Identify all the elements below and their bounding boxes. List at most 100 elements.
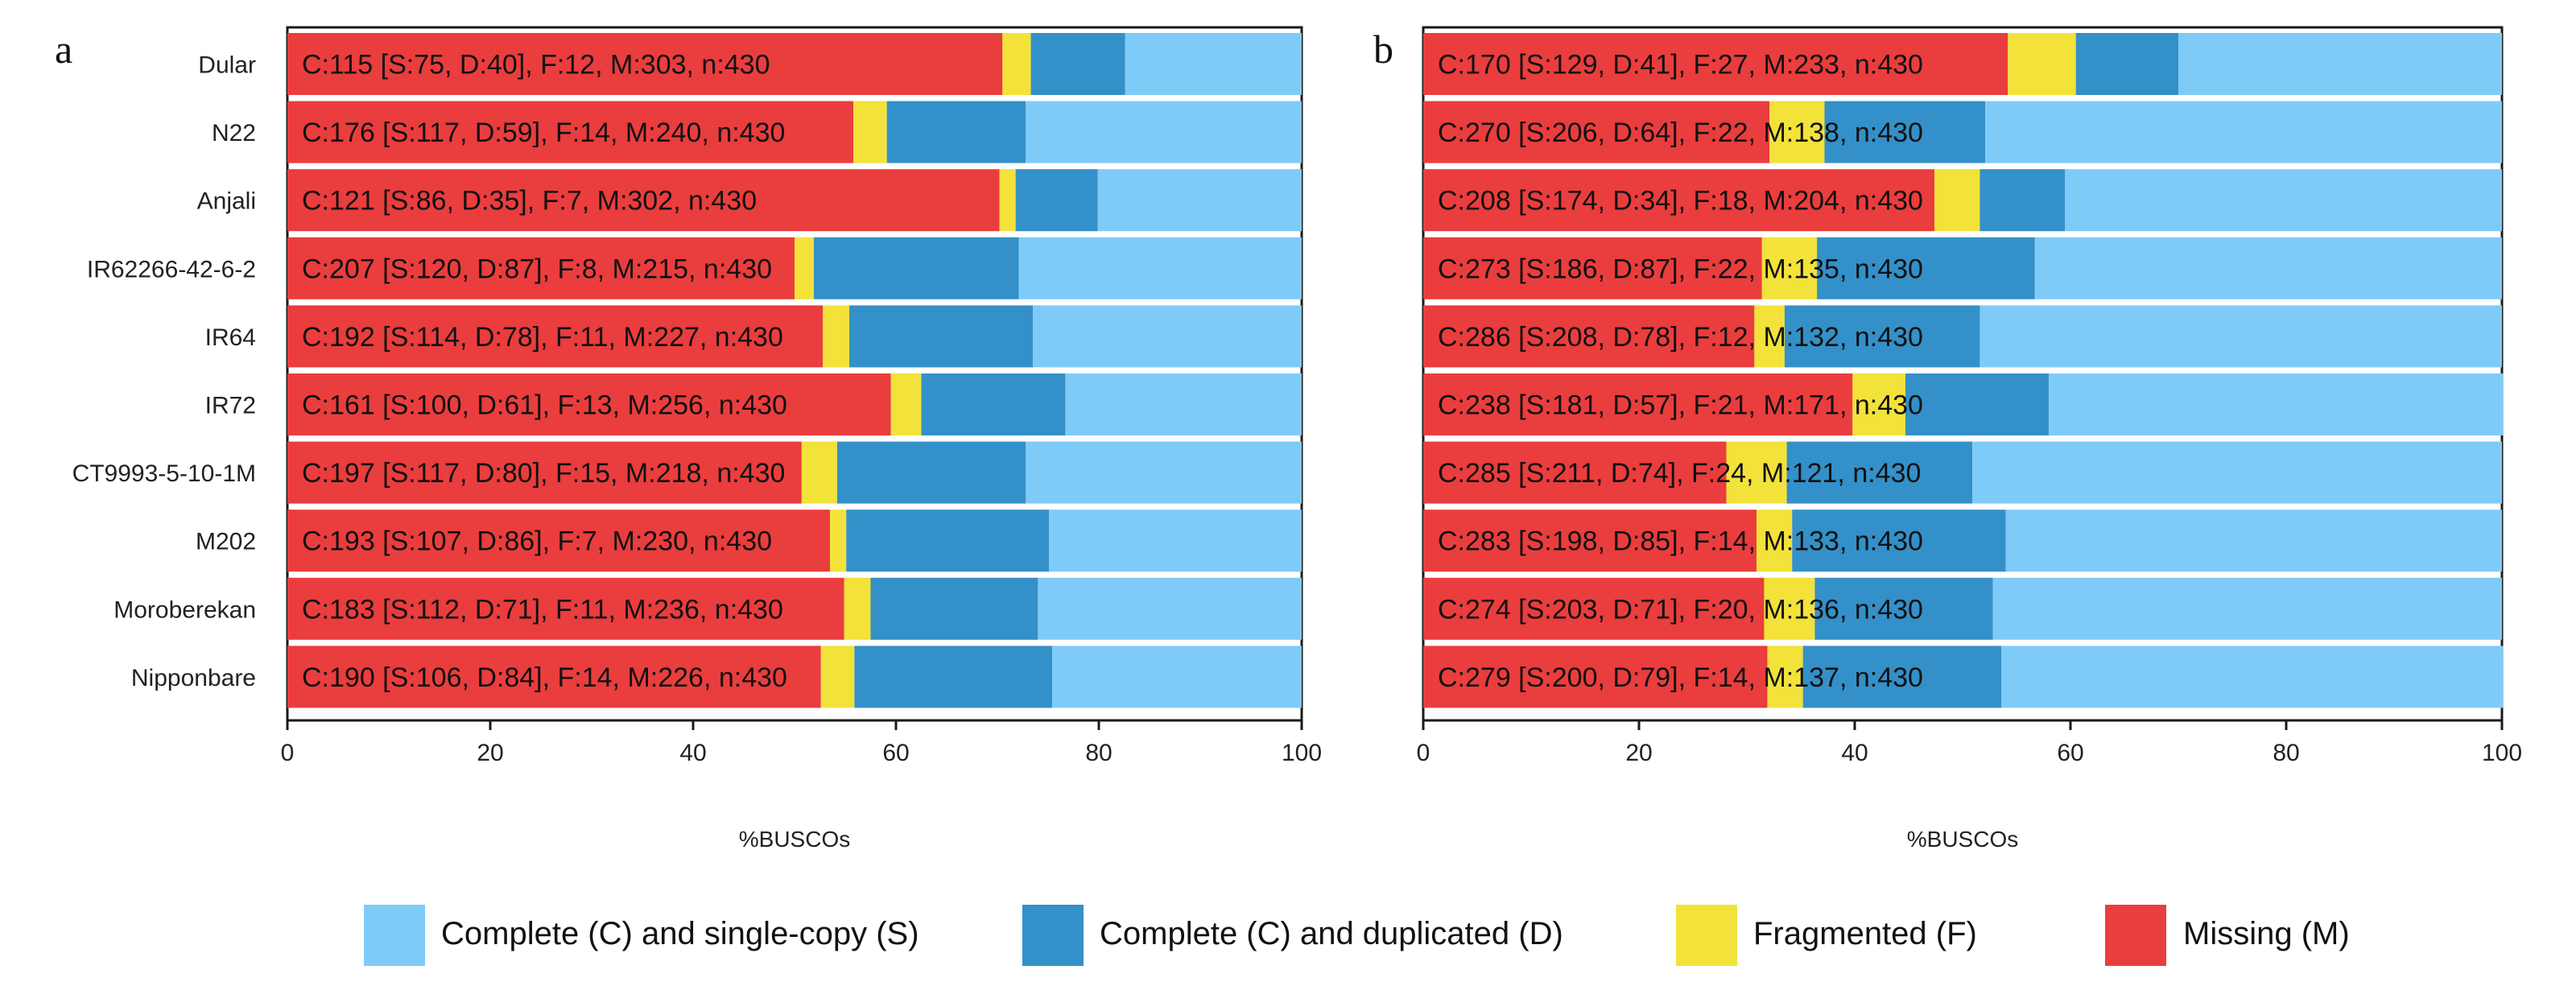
- panel-b-bar-ct9993-5-10-1m-single: [1972, 441, 2502, 504]
- panel-b-bar-ir64-missing: [1423, 305, 1755, 368]
- panel-b-data-label-ct9993-5-10-1m: C:285 [S:211, D:74], F:24, M:121, n:430: [1438, 458, 1921, 489]
- panel-b-x-tick-label-100: 100: [2482, 740, 2522, 766]
- panel-a-bar-ir64-fragmented: [823, 305, 850, 368]
- panel-b-bar-m202-duplicated: [1792, 510, 2006, 572]
- panel-a-bar-ct9993-5-10-1m-missing: [287, 441, 802, 504]
- legend: Complete (C) and single-copy (S) Complete…: [364, 905, 2350, 966]
- panel-b-bar-ir62266-42-6-2-duplicated: [1817, 237, 2035, 299]
- panel-a-bar-ct9993-5-10-1m-duplicated: [836, 441, 1026, 504]
- panel-a-bar-ir72-missing: [287, 373, 891, 435]
- panel-b-bar-m202-single: [2005, 510, 2502, 572]
- panel-a-bar-moroberekan-single: [1038, 577, 1302, 640]
- panel-b-data-label-ir62266-42-6-2: C:273 [S:186, D:87], F:22, M:135, n:430: [1438, 254, 1923, 284]
- panel-a-x-tick-label-20: 20: [477, 740, 503, 766]
- panel-a-bar-ir72-single: [1065, 373, 1302, 435]
- panel-b-bar-ir62266-42-6-2-single: [2034, 237, 2502, 299]
- panel-a-data-label-dular: C:115 [S:75, D:40], F:12, M:303, n:430: [302, 50, 770, 80]
- panel-a-bar-ir62266-42-6-2-duplicated: [813, 237, 1019, 299]
- panel-a-data-label-anjali: C:121 [S:86, D:35], F:7, M:302, n:430: [302, 186, 757, 217]
- panel-b-bar-ct9993-5-10-1m-fragmented: [1726, 441, 1787, 504]
- panel-a-bar-dular-single: [1125, 33, 1302, 95]
- panel-a-label: a: [55, 27, 72, 72]
- legend-swatch-single: [364, 905, 425, 966]
- panel-a-category-label-ir62266-42-6-2: IR62266-42-6-2: [87, 256, 256, 283]
- panel-b-x-tick-label-20: 20: [1625, 740, 1652, 766]
- panel-b-bar-moroberekan-duplicated: [1814, 577, 1993, 640]
- panel-a-bar-nipponbare-duplicated: [854, 646, 1053, 708]
- panel-b-data-label-ir64: C:286 [S:208, D:78], F:12, M:132, n:430: [1438, 322, 1923, 353]
- panel-b-bar-dular-single: [2178, 33, 2502, 95]
- panel-a-bar-nipponbare-fragmented: [820, 646, 855, 708]
- legend-swatch-missing: [2105, 905, 2166, 966]
- panel-b-bar-dular-fragmented: [2008, 33, 2076, 95]
- panel-b-x-tick-label-60: 60: [2057, 740, 2083, 766]
- panel-a-data-label-ct9993-5-10-1m: C:197 [S:117, D:80], F:15, M:218, n:430: [302, 458, 785, 489]
- panel-b-data-label-anjali: C:208 [S:174, D:34], F:18, M:204, n:430: [1438, 186, 1923, 217]
- panel-b-bar-dular-missing: [1423, 33, 2008, 95]
- panel-a-bar-anjali-fragmented: [999, 169, 1016, 232]
- panel-b-bar-m202-fragmented: [1757, 510, 1793, 572]
- panel-b-bar-ir64-fragmented: [1754, 305, 1785, 368]
- panel-b-bar-ir72-missing: [1423, 373, 1853, 435]
- panel-b-bar-anjali-single: [2065, 169, 2502, 232]
- panel-a-category-label-dular: Dular: [198, 52, 256, 79]
- panel-a-category-label-nipponbare: Nipponbare: [131, 665, 256, 691]
- panel-a-category-label-m202: M202: [196, 529, 256, 555]
- panel-b-x-axis-title: %BUSCOs: [1907, 827, 2018, 852]
- panel-a-bar-moroberekan-missing: [287, 577, 844, 640]
- panel-a-bar-dular-duplicated: [1030, 33, 1125, 95]
- panel-a-bar-ir64-duplicated: [849, 305, 1034, 368]
- panel-a-bar-ir72-duplicated: [921, 373, 1066, 435]
- panel-b-bar-nipponbare-single: [2001, 646, 2504, 708]
- panel-b-bar-ir72-fragmented: [1852, 373, 1905, 435]
- panel-a-x-tick-label-0: 0: [281, 740, 295, 766]
- panel-b-bar-moroberekan-fragmented: [1764, 577, 1815, 640]
- panel-b-bar-ir62266-42-6-2-fragmented: [1761, 237, 1818, 299]
- panel-a-data-label-ir64: C:192 [S:114, D:78], F:11, M:227, n:430: [302, 322, 783, 353]
- panel-b-bar-ct9993-5-10-1m-duplicated: [1786, 441, 1973, 504]
- panel-a-bar-anjali-missing: [287, 169, 1000, 232]
- panel-a-bar-ir62266-42-6-2-missing: [287, 237, 795, 299]
- panel-a-bar-dular-fragmented: [1002, 33, 1031, 95]
- panel-b-x-tick-label-80: 80: [2273, 740, 2299, 766]
- panel-b-data-label-moroberekan: C:274 [S:203, D:71], F:20, M:136, n:430: [1438, 594, 1923, 625]
- panel-a-bar-ct9993-5-10-1m-fragmented: [801, 441, 837, 504]
- panel-b-bar-nipponbare-duplicated: [1802, 646, 2002, 708]
- panel-a-category-label-ct9993-5-10-1m: CT9993-5-10-1M: [72, 460, 256, 487]
- panel-a-x-axis-title: %BUSCOs: [739, 827, 850, 852]
- panel-a-bar-m202-fragmented: [830, 510, 847, 572]
- panel-b-data-label-ir72: C:238 [S:181, D:57], F:21, M:171, n:430: [1438, 390, 1923, 421]
- panel-b-bar-ir62266-42-6-2-missing: [1423, 237, 1762, 299]
- panel-a-data-label-n22: C:176 [S:117, D:59], F:14, M:240, n:430: [302, 118, 785, 148]
- panel-a-x-tick-label-100: 100: [1282, 740, 1322, 766]
- panel-a-category-label-anjali: Anjali: [197, 188, 256, 215]
- panel-b-bar-n22-missing: [1423, 101, 1770, 163]
- legend-label-single: Complete (C) and single-copy (S): [441, 916, 919, 951]
- panel-a-x-tick-label-60: 60: [882, 740, 909, 766]
- panel-b-bar-n22-single: [1985, 101, 2502, 163]
- panel-a-bar-n22-single: [1026, 101, 1302, 163]
- panel-a-bar-m202-single: [1049, 510, 1302, 572]
- panel-a-category-label-moroberekan: Moroberekan: [114, 596, 256, 623]
- panel-a-bar-nipponbare-single: [1052, 646, 1302, 708]
- legend-swatch-duplicated: [1022, 905, 1084, 966]
- panel-a-bar-m202-duplicated: [846, 510, 1050, 572]
- panel-a-bar-n22-missing: [287, 101, 854, 163]
- panel-a-category-label-ir64: IR64: [205, 324, 256, 351]
- panel-a-bar-ct9993-5-10-1m-single: [1026, 441, 1302, 504]
- panel-b-bar-n22-duplicated: [1824, 101, 1986, 163]
- panel-b-bar-anjali-fragmented: [1934, 169, 1980, 232]
- panel-a-category-label-ir72: IR72: [205, 393, 256, 419]
- panel-a-category-label-n22: N22: [212, 120, 256, 146]
- panel-a-bar-ir64-single: [1033, 305, 1302, 368]
- panel-a-bar-m202-missing: [287, 510, 831, 572]
- panel-a-bar-anjali-duplicated: [1015, 169, 1098, 232]
- panel-b-bar-m202-missing: [1423, 510, 1757, 572]
- panel-b-x-tick-label-0: 0: [1417, 740, 1430, 766]
- panel-a: a C:115 [S:75, D:40], F:12, M:303, n:430 D…: [55, 26, 1322, 852]
- panel-a-x-tick-label-40: 40: [679, 740, 706, 766]
- panel-b-bar-nipponbare-fragmented: [1767, 646, 1803, 708]
- panel-a-bar-n22-fragmented: [853, 101, 887, 163]
- panel-b-bar-anjali-duplicated: [1979, 169, 2066, 232]
